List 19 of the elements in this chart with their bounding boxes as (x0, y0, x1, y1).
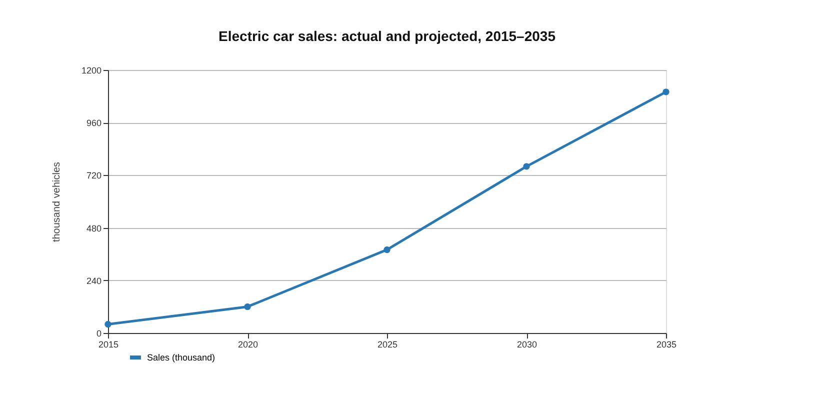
x-tick-label: 2035 (656, 340, 677, 350)
point (384, 246, 390, 254)
legend-label: Sales (thousand) (147, 352, 216, 362)
x-tick-label: 2025 (377, 340, 398, 350)
point (523, 163, 530, 170)
x-tick-label: 2030 (516, 340, 538, 350)
point (104, 320, 112, 328)
y-axis-title: thousand vehicles (51, 162, 62, 242)
chart-title: Electric car sales: actual and projected, 2015–2035 (218, 28, 556, 44)
point (662, 88, 670, 96)
y-tick-label: 1200 (81, 66, 102, 76)
y-tick-label: 960 (86, 118, 102, 128)
y-tick-label: 480 (86, 223, 102, 234)
y-tick-label: 240 (86, 276, 102, 286)
x-tick-label: 2015 (98, 340, 119, 350)
x-tick-label: 2020 (238, 340, 258, 350)
point (244, 303, 251, 310)
y-tick-label: 720 (86, 170, 102, 181)
y-tick-label: 0 (96, 328, 102, 338)
